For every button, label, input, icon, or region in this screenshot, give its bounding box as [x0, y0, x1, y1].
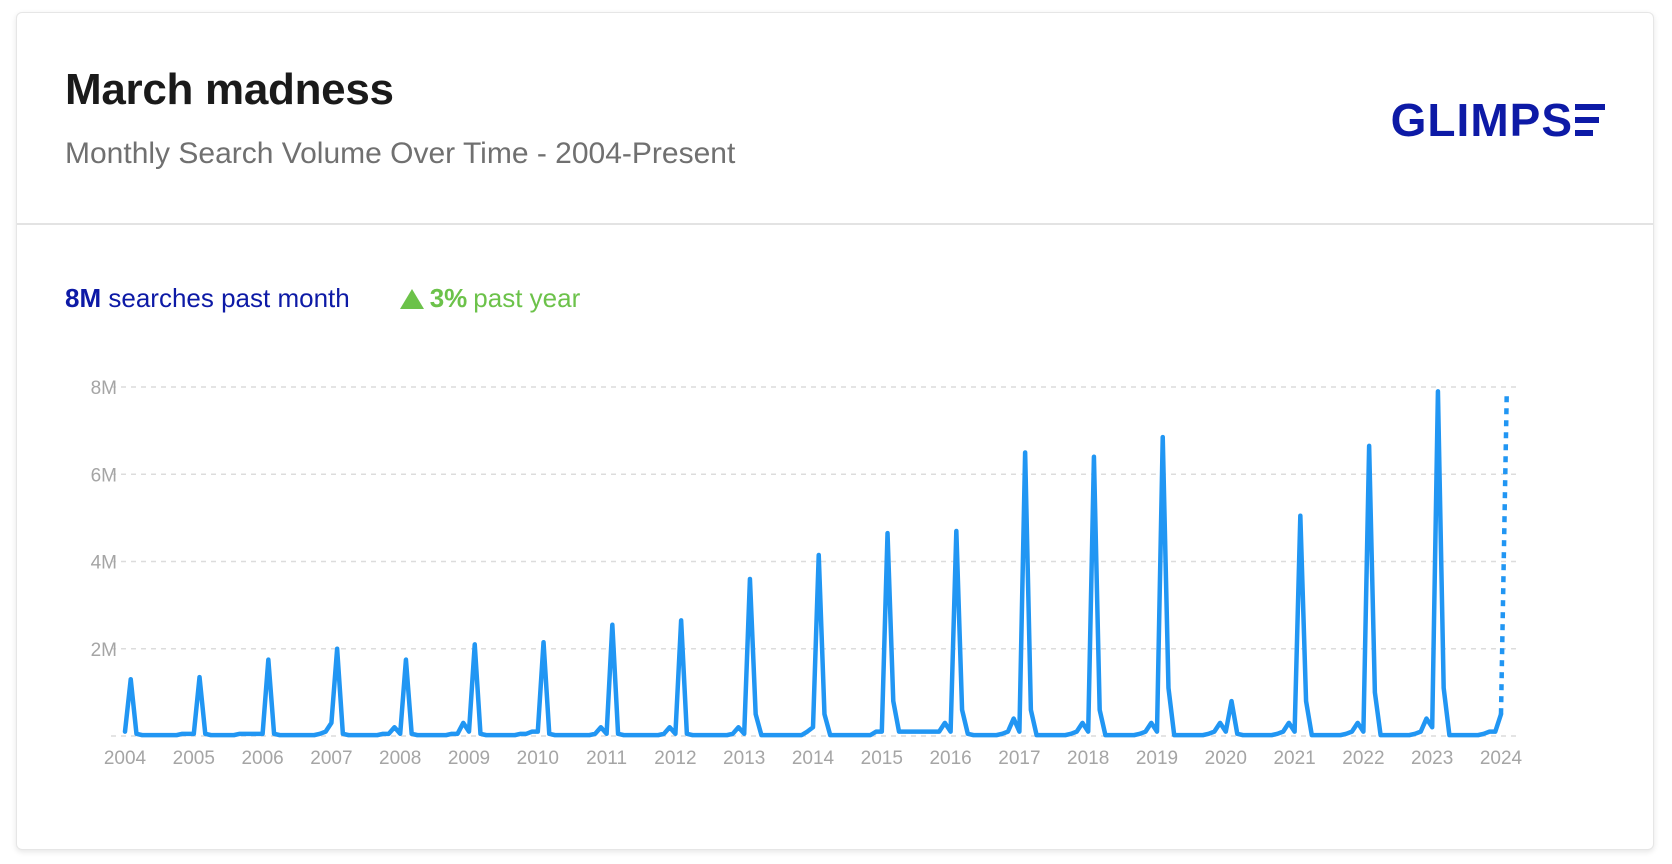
- x-tick-label: 2009: [448, 748, 490, 769]
- x-tick-label: 2010: [517, 748, 559, 769]
- x-tick-label: 2015: [861, 748, 903, 769]
- chart-card: March madness Monthly Search Volume Over…: [16, 12, 1654, 850]
- x-tick-label: 2008: [379, 748, 421, 769]
- logo-text: GLIMPS: [1390, 94, 1573, 146]
- x-tick-label: 2014: [792, 748, 835, 769]
- page-subtitle: Monthly Search Volume Over Time - 2004-P…: [65, 137, 736, 170]
- x-tick-label: 2005: [173, 748, 215, 769]
- y-tick-label: 4M: [91, 553, 117, 574]
- volume-value: 8M: [65, 283, 102, 313]
- volume-text: searches past month: [108, 283, 350, 313]
- card-header: March madness Monthly Search Volume Over…: [17, 13, 1653, 225]
- change-text: past year: [473, 283, 581, 313]
- stats-row: 8M searches past month 3% past year: [65, 283, 580, 314]
- x-tick-label: 2007: [310, 748, 352, 769]
- x-tick-label: 2021: [1273, 748, 1315, 769]
- page-title: March madness: [65, 65, 394, 114]
- line-chart: 2M 4M 6M 8M 2004 2005 2006 2007 2008 2009 2010 2011…: [91, 378, 1523, 769]
- x-tick-label: 2022: [1342, 748, 1384, 769]
- logo-mark-icon: [1575, 102, 1605, 138]
- y-tick-label: 6M: [91, 465, 117, 486]
- x-tick-label: 2013: [723, 748, 765, 769]
- x-tick-label: 2020: [1205, 748, 1247, 769]
- x-tick-label: 2004: [104, 748, 147, 769]
- x-tick-label: 2006: [241, 748, 283, 769]
- change-stat: 3% past year: [399, 283, 581, 314]
- x-tick-label: 2016: [929, 748, 971, 769]
- change-value: 3%: [429, 283, 468, 313]
- x-tick-label: 2019: [1136, 748, 1178, 769]
- y-tick-label: 8M: [91, 378, 117, 399]
- x-tick-label: 2012: [654, 748, 696, 769]
- series-line: [122, 389, 1504, 738]
- x-tick-label: 2017: [998, 748, 1040, 769]
- triangle-up-icon: [399, 288, 424, 309]
- projected-segment: [1498, 393, 1509, 715]
- x-tick-label: 2024: [1480, 748, 1523, 769]
- x-tick-label: 2011: [586, 748, 627, 769]
- x-tick-label: 2023: [1411, 748, 1453, 769]
- y-tick-label: 2M: [91, 640, 117, 661]
- x-tick-label: 2018: [1067, 748, 1109, 769]
- volume-stat: 8M searches past month: [65, 283, 350, 314]
- glimpse-logo: GLIMPS: [1391, 93, 1605, 147]
